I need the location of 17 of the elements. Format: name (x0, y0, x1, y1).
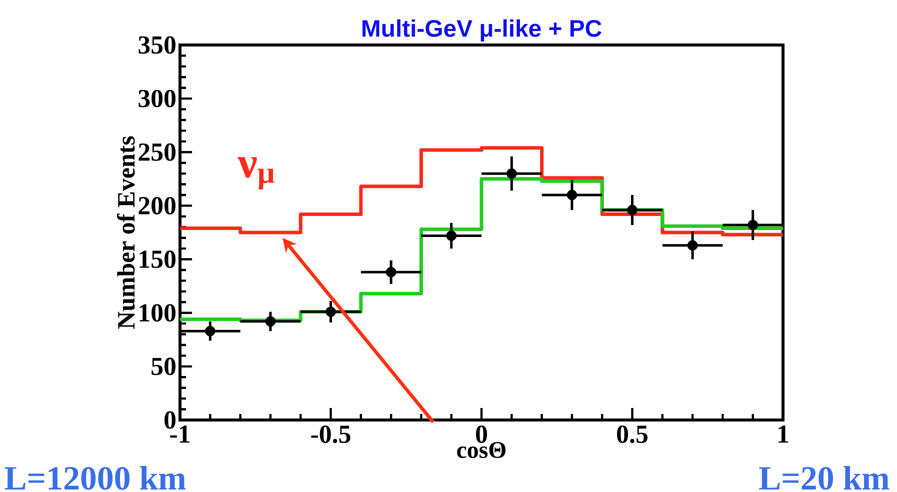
x-tick-label: 0 (476, 426, 487, 443)
y-tick-label: 250 (138, 143, 176, 161)
x-axis-title: cosΘ (457, 442, 506, 458)
y-tick-label: 300 (138, 90, 176, 108)
chart-title: Multi-GeV μ-like + PC (362, 19, 602, 42)
text: L=12000 km (4, 466, 186, 490)
y-tick-label: 150 (140, 250, 176, 268)
y-tick-label: 50 (152, 358, 176, 376)
x-tick-label: 0.5 (617, 426, 648, 444)
x-tick-label: -0.5 (311, 426, 350, 444)
y-axis-title: Number of Events (116, 136, 135, 329)
y-tick-label: 350 (138, 36, 176, 54)
x-tick-label: 1 (778, 426, 788, 443)
y-tick-label: 200 (138, 196, 176, 214)
y-tick-label: 100 (140, 304, 176, 322)
series-label: ν$_{μ}$ (238, 157, 274, 190)
text: L=20 km (759, 466, 890, 490)
